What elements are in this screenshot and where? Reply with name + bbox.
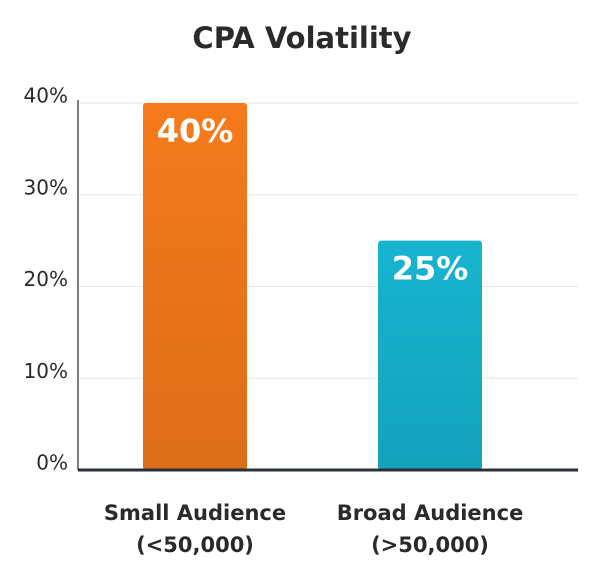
x-tick-label: Broad Audience: [337, 501, 524, 525]
y-tick-label: 0%: [36, 451, 68, 475]
y-tick-label: 40%: [24, 84, 68, 108]
y-tick-label: 30%: [24, 175, 68, 199]
bar-shade: [378, 240, 482, 470]
chart-title: CPA Volatility: [192, 21, 411, 55]
value-label: 40%: [157, 112, 234, 150]
x-tick-label: (<50,000): [136, 533, 254, 557]
x-tick-label: (>50,000): [371, 533, 489, 557]
x-tick-label: Small Audience: [104, 501, 286, 525]
y-tick-label: 10%: [24, 359, 68, 383]
y-tick-label: 20%: [24, 267, 68, 291]
value-label: 25%: [392, 250, 469, 288]
bar-shade: [143, 103, 247, 470]
